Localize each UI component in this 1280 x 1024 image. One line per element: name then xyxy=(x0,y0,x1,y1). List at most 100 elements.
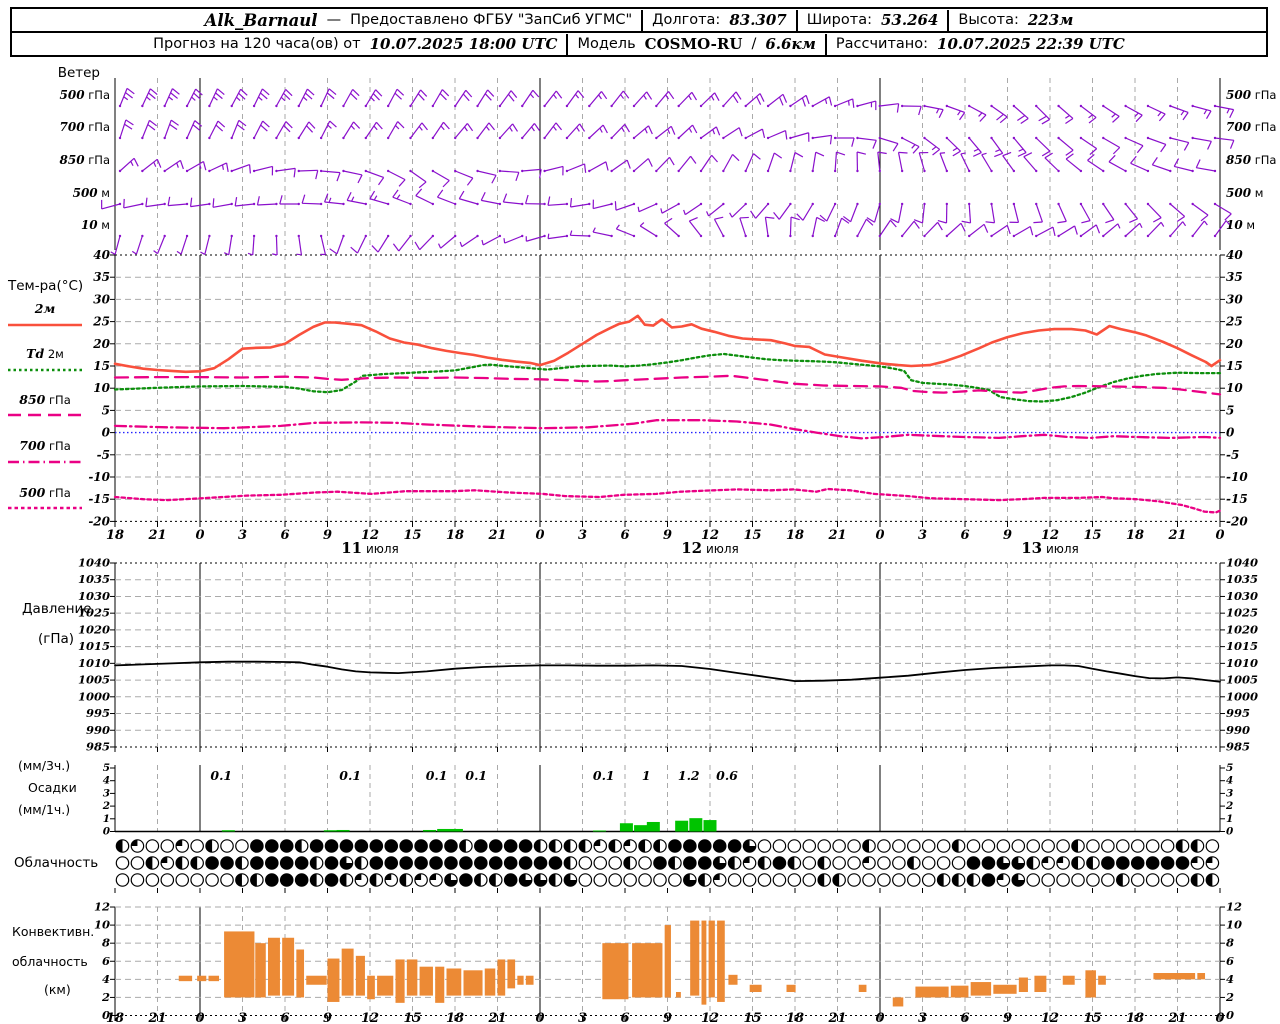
model-separator: / xyxy=(751,36,757,52)
conv-ytick-left: 2 xyxy=(101,990,110,1004)
convective-bar xyxy=(208,975,220,982)
latitude-label: Широта: xyxy=(806,12,872,28)
convective-panel-title-2: облачность xyxy=(12,954,88,969)
precip-value-label: 0.1 xyxy=(426,768,448,783)
time-tick-label-bottom: 6 xyxy=(960,1011,969,1024)
precip-ytick-left: 4 xyxy=(103,775,110,787)
precip-bar xyxy=(689,818,703,832)
time-tick-label-bottom: 3 xyxy=(238,1011,247,1024)
wind-barb-row-3 xyxy=(118,151,1217,189)
time-tick-label: 3 xyxy=(918,528,927,543)
wind-level-label-right: 500 м xyxy=(1226,186,1263,200)
conv-ytick-right: 12 xyxy=(1226,900,1242,914)
temp-ytick-left: 15 xyxy=(93,359,110,373)
conv-ytick-left: 8 xyxy=(102,936,110,950)
data-line xyxy=(113,374,1222,396)
latitude-value: 53.264 xyxy=(880,11,939,29)
precip-bar xyxy=(336,829,350,832)
convective-bar xyxy=(419,966,433,996)
time-tick-label: 18 xyxy=(786,528,804,543)
convective-bar xyxy=(306,975,327,985)
time-tick-label-bottom: 6 xyxy=(620,1011,629,1024)
time-tick-label-bottom: 18 xyxy=(106,1011,124,1024)
precip-bar xyxy=(221,830,235,832)
wind-level-label-left: 850 гПа xyxy=(60,153,110,167)
conv-ytick-right: 8 xyxy=(1226,936,1234,950)
separator xyxy=(566,33,569,55)
altitude-value: 223м xyxy=(1027,11,1074,29)
precip-bar xyxy=(646,821,660,832)
precip-ytick-right: 5 xyxy=(1226,762,1233,774)
wind-level-label-left: 700 гПа xyxy=(60,120,110,134)
cloudiness-panel-title: Облачность xyxy=(14,855,98,871)
wind-level-label-right: 500 гПа xyxy=(1226,88,1276,102)
separator xyxy=(824,33,827,55)
data-line xyxy=(114,660,1221,683)
pressure-panel-title: Давление xyxy=(22,601,92,617)
cloud-row-3 xyxy=(115,873,1220,887)
pressure-ytick-left: 990 xyxy=(86,723,110,737)
convective-panel-unit: (км) xyxy=(44,982,71,997)
conv-ytick-left: 10 xyxy=(94,918,110,932)
convective-bar xyxy=(728,974,738,985)
model-name: COSMO-RU xyxy=(644,35,743,53)
time-tick-label-bottom: 6 xyxy=(280,1011,289,1024)
time-tick-label-bottom: 15 xyxy=(743,1011,761,1024)
precip-bar xyxy=(593,830,606,832)
temp-ytick-left: -15 xyxy=(88,492,110,506)
date-label: 11 июля xyxy=(341,539,398,557)
convective-bar xyxy=(690,920,700,996)
legend-label: 500 гПа xyxy=(19,485,71,500)
temp-ytick-right: 0 xyxy=(1226,426,1235,440)
time-tick-label: 15 xyxy=(403,528,421,543)
time-tick-label-bottom: 9 xyxy=(1003,1011,1012,1024)
pressure-ytick-left: 1040 xyxy=(78,556,110,570)
pressure-ytick-right: 1025 xyxy=(1226,606,1258,620)
time-tick-label: 21 xyxy=(147,528,166,543)
header-dash: — xyxy=(326,12,342,28)
temp-ytick-left: 35 xyxy=(93,270,110,284)
temperature-series xyxy=(113,314,1222,514)
convective-bar xyxy=(602,943,629,1000)
time-tick-label-bottom: 21 xyxy=(1167,1011,1186,1024)
precip-3h-label: (мм/3ч.) xyxy=(18,758,70,773)
precip-bar xyxy=(703,820,717,832)
convective-bar xyxy=(1153,973,1196,980)
header-forecast-bar: Прогноз на 120 часа(ов) от 10.07.2025 18… xyxy=(10,31,1268,57)
convective-bar xyxy=(1062,975,1075,985)
model-label: Модель xyxy=(577,36,636,52)
temp-ytick-left: -5 xyxy=(97,448,110,462)
pressure-ytick-right: 1020 xyxy=(1226,622,1258,636)
time-tick-label-bottom: 0 xyxy=(1215,1011,1224,1024)
temp-ytick-right: 40 xyxy=(1226,248,1243,262)
convective-bar xyxy=(507,959,516,989)
time-tick-label-bottom: 3 xyxy=(578,1011,587,1024)
conv-ytick-left: 6 xyxy=(102,954,110,968)
pressure-ytick-right: 985 xyxy=(1226,739,1250,753)
time-tick-label-bottom: 9 xyxy=(663,1011,672,1024)
convective-bar xyxy=(341,948,354,996)
time-tick-label: 18 xyxy=(446,528,464,543)
forecast-datetime: 10.07.2025 18:00 UTC xyxy=(369,35,558,53)
time-tick-label-bottom: 18 xyxy=(1126,1011,1144,1024)
wind-barb-row-2 xyxy=(118,119,1235,158)
convective-bar xyxy=(395,959,405,1003)
time-tick-label: 6 xyxy=(960,528,969,543)
precip-value-label: 1 xyxy=(642,768,651,783)
time-tick-label: 15 xyxy=(743,528,761,543)
data-line xyxy=(113,314,1222,374)
pressure-ytick-right: 1035 xyxy=(1226,572,1258,586)
time-tick-label: 3 xyxy=(238,528,247,543)
precipitation-bars: 0.1 0.1 0.1 0.1 0.1 1 1.2 0.6 xyxy=(210,768,738,832)
time-tick-label: 12 xyxy=(701,528,719,543)
precip-bar xyxy=(634,825,648,832)
convective-bar xyxy=(1034,975,1047,992)
conv-ytick-right: 0 xyxy=(1226,1008,1234,1022)
time-tick-label: 21 xyxy=(827,528,846,543)
convective-bar xyxy=(892,997,904,1007)
conv-ytick-left: 12 xyxy=(94,900,110,914)
convective-bar xyxy=(676,991,681,998)
conv-ytick-left: 0 xyxy=(102,1008,110,1022)
precip-bar xyxy=(449,828,463,832)
